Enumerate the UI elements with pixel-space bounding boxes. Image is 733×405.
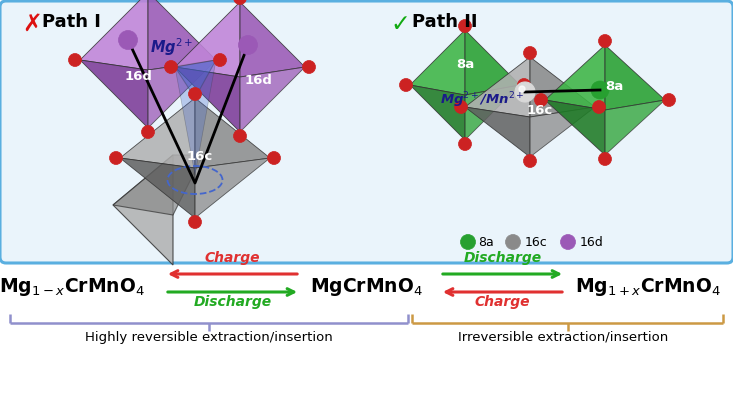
Text: Charge: Charge: [205, 251, 260, 265]
Polygon shape: [605, 45, 665, 110]
Circle shape: [164, 60, 177, 73]
Polygon shape: [530, 107, 595, 157]
Circle shape: [303, 60, 315, 73]
Circle shape: [188, 87, 202, 100]
Circle shape: [599, 153, 611, 166]
Text: Mg$^{2+}$: Mg$^{2+}$: [150, 36, 194, 58]
Circle shape: [591, 81, 609, 99]
Polygon shape: [465, 107, 530, 157]
Text: 16d: 16d: [244, 73, 272, 87]
Text: 16d: 16d: [124, 70, 152, 83]
Polygon shape: [410, 30, 465, 95]
Polygon shape: [240, 2, 305, 77]
Circle shape: [109, 151, 122, 164]
Circle shape: [515, 82, 535, 102]
Polygon shape: [175, 60, 216, 175]
Polygon shape: [605, 100, 665, 155]
Text: 16c: 16c: [527, 104, 553, 117]
Circle shape: [268, 151, 281, 164]
Circle shape: [523, 47, 537, 60]
Text: Mg$_{1-x}$CrMnO$_4$: Mg$_{1-x}$CrMnO$_4$: [0, 276, 145, 298]
Text: Highly reversible extraction/insertion: Highly reversible extraction/insertion: [85, 330, 333, 343]
Polygon shape: [240, 67, 305, 132]
Polygon shape: [465, 85, 520, 140]
Circle shape: [68, 53, 81, 66]
Circle shape: [238, 36, 257, 55]
Polygon shape: [80, 0, 148, 70]
Polygon shape: [465, 57, 530, 117]
Polygon shape: [175, 2, 240, 77]
Circle shape: [517, 79, 531, 92]
Polygon shape: [120, 158, 195, 218]
Polygon shape: [545, 45, 605, 110]
Polygon shape: [410, 85, 465, 140]
Text: 8a: 8a: [478, 235, 494, 249]
Text: MgCrMnO$_4$: MgCrMnO$_4$: [309, 276, 422, 298]
Text: Path I: Path I: [42, 13, 101, 31]
Circle shape: [663, 94, 676, 107]
Circle shape: [213, 53, 226, 66]
Text: 16d: 16d: [580, 235, 604, 249]
Circle shape: [234, 130, 246, 143]
Text: 8a: 8a: [456, 58, 474, 72]
Polygon shape: [175, 60, 216, 98]
Text: Irreversible extraction/insertion: Irreversible extraction/insertion: [458, 330, 668, 343]
Circle shape: [141, 126, 155, 139]
Polygon shape: [148, 60, 216, 128]
Text: Mg$_{1+x}$CrMnO$_4$: Mg$_{1+x}$CrMnO$_4$: [575, 276, 721, 298]
Text: Mg$^{2+}$/Mn$^{2+}$: Mg$^{2+}$/Mn$^{2+}$: [440, 90, 525, 110]
Polygon shape: [113, 155, 173, 265]
Text: 8a: 8a: [605, 81, 623, 94]
Polygon shape: [530, 57, 595, 117]
Circle shape: [561, 234, 575, 249]
Circle shape: [119, 30, 138, 49]
FancyBboxPatch shape: [0, 1, 733, 263]
Text: ✗: ✗: [22, 12, 42, 36]
Circle shape: [459, 19, 471, 32]
Text: 16c: 16c: [187, 151, 213, 164]
Polygon shape: [545, 100, 605, 155]
Circle shape: [534, 94, 548, 107]
Circle shape: [460, 234, 476, 249]
Text: Charge: Charge: [475, 295, 530, 309]
Polygon shape: [195, 98, 270, 168]
Polygon shape: [195, 158, 270, 218]
Text: Discharge: Discharge: [463, 251, 542, 265]
Circle shape: [399, 79, 413, 92]
Polygon shape: [148, 0, 216, 70]
Circle shape: [519, 86, 525, 92]
Circle shape: [523, 154, 537, 168]
Text: ✓: ✓: [390, 12, 410, 36]
Text: Discharge: Discharge: [194, 295, 271, 309]
Circle shape: [599, 34, 611, 47]
Polygon shape: [113, 155, 203, 215]
Polygon shape: [175, 67, 240, 132]
Circle shape: [188, 215, 202, 228]
Circle shape: [454, 100, 468, 113]
Polygon shape: [465, 30, 520, 95]
Circle shape: [234, 0, 246, 4]
Circle shape: [592, 100, 605, 113]
Polygon shape: [80, 60, 148, 128]
Text: 16c: 16c: [525, 235, 548, 249]
Polygon shape: [120, 98, 195, 168]
Circle shape: [459, 138, 471, 151]
Text: Path II: Path II: [412, 13, 477, 31]
Circle shape: [506, 234, 520, 249]
